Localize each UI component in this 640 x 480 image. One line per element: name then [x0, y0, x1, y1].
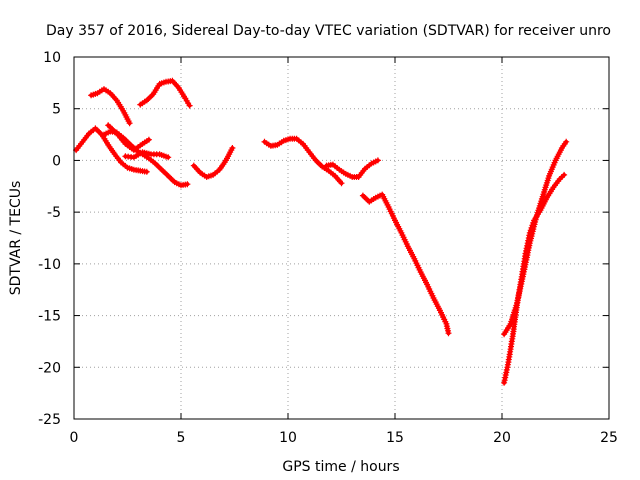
data-point-markers	[137, 77, 193, 109]
y-tick-label: -5	[47, 205, 61, 221]
data-layer	[73, 77, 570, 386]
y-tick-label: -20	[38, 360, 61, 376]
y-tick-label: 10	[43, 50, 61, 66]
series-arc-5	[122, 149, 172, 161]
series-arc-4	[105, 122, 152, 154]
plot-frame	[73, 56, 610, 420]
data-point-markers	[501, 138, 570, 338]
series-arc-10	[359, 191, 452, 337]
data-point-markers	[122, 149, 172, 161]
data-point-markers	[359, 191, 452, 337]
y-tick-label: -15	[38, 309, 61, 325]
series-arc-7	[190, 145, 236, 180]
y-axis-title: SDTVAR / TECUs	[8, 181, 24, 296]
series-arc-2	[88, 86, 133, 127]
x-axis-title: GPS time / hours	[282, 459, 399, 475]
y-tick-label: 0	[52, 153, 61, 169]
chart-title: Day 357 of 2016, Sidereal Day-to-day VTE…	[46, 23, 611, 39]
data-point-markers	[73, 125, 150, 175]
series-arc-6	[137, 77, 193, 109]
x-tick-label: 5	[177, 430, 186, 446]
tick-labels: 0 5 10 15 20 25 -25 -20 -15 -10 -5 0 5 10	[38, 50, 618, 446]
ticks	[73, 56, 610, 420]
series-arc-8	[261, 135, 345, 187]
y-tick-label: -25	[38, 412, 61, 428]
data-point-markers	[261, 135, 345, 187]
x-tick-label: 20	[493, 430, 511, 446]
grid	[74, 57, 609, 419]
x-tick-label: 0	[70, 430, 79, 446]
data-point-markers	[88, 86, 133, 127]
data-point-markers	[323, 157, 381, 180]
series-arc-12	[501, 138, 570, 338]
x-tick-label: 10	[279, 430, 297, 446]
x-tick-label: 25	[600, 430, 618, 446]
y-tick-label: -10	[38, 257, 61, 273]
series-arc-9	[323, 157, 381, 180]
data-point-markers	[190, 145, 236, 180]
y-tick-label: 5	[52, 102, 61, 118]
series-arc-1	[73, 125, 150, 175]
data-point-markers	[105, 122, 152, 154]
x-tick-label: 15	[386, 430, 404, 446]
